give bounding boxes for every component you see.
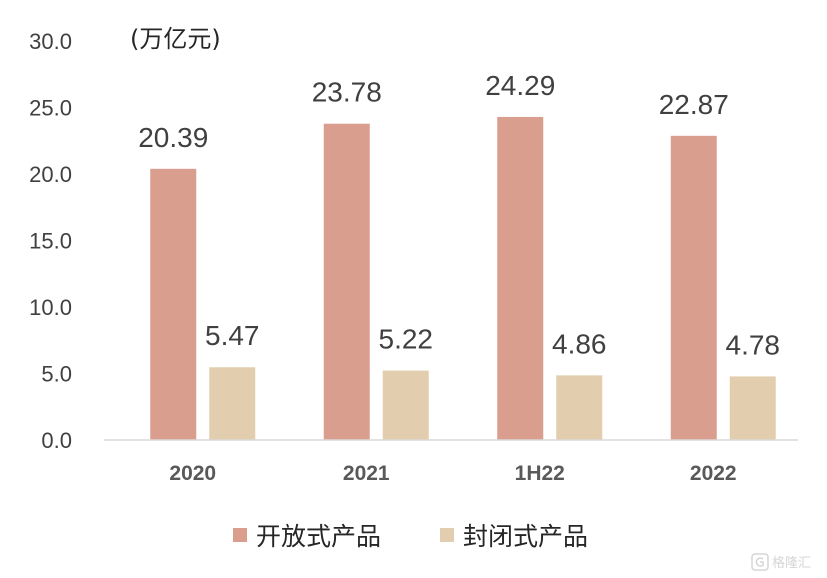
legend-swatch (440, 528, 454, 542)
legend: 开放式产品 封闭式产品 (233, 522, 588, 551)
y-tick-label: 30.0 (29, 29, 72, 54)
bar-open-2020 (150, 168, 197, 441)
y-tick-label: 0.0 (41, 428, 72, 453)
svg-text:格隆汇: 格隆汇 (772, 555, 811, 571)
y-axis-ticks: 0.0 5.0 10.0 15.0 20.0 25.0 30.0 (29, 29, 72, 453)
x-tick-label: 2022 (690, 462, 737, 485)
bar-closed-2022 (729, 376, 776, 440)
data-label: 23.78 (312, 77, 382, 108)
unit-label: (万亿元) (130, 25, 221, 53)
data-label: 22.87 (659, 89, 729, 120)
data-label: 4.78 (726, 329, 781, 360)
data-label: 5.22 (379, 324, 434, 355)
y-tick-label: 20.0 (29, 162, 72, 187)
legend-swatch (233, 528, 247, 542)
data-labels: 20.39 5.47 23.78 5.22 24.29 4.86 22.87 4.78 (138, 70, 780, 360)
y-tick-label: 5.0 (41, 362, 72, 387)
gelonghui-logo-icon: 格隆汇 (751, 553, 811, 571)
bar-open-2021 (323, 123, 370, 440)
bar-closed-2020 (209, 367, 256, 440)
bar-open-1H22 (497, 116, 544, 441)
data-label: 4.86 (552, 328, 607, 359)
legend-label: 封闭式产品 (463, 522, 588, 551)
x-tick-label: 2021 (343, 462, 390, 485)
bars (150, 116, 776, 441)
data-label: 5.47 (205, 320, 260, 351)
legend-label: 开放式产品 (256, 522, 381, 551)
y-tick-label: 25.0 (29, 96, 72, 121)
data-label: 24.29 (485, 70, 555, 101)
x-tick-label: 2020 (169, 462, 216, 485)
bar-closed-2021 (382, 370, 429, 440)
data-label: 20.39 (138, 122, 208, 153)
x-tick-label: 1H22 (515, 462, 565, 485)
y-tick-label: 15.0 (29, 229, 72, 254)
y-tick-label: 10.0 (29, 295, 72, 320)
bar-closed-1H22 (556, 375, 603, 440)
bar-open-2022 (670, 135, 717, 441)
x-axis-labels: 2020 2021 1H22 2022 (169, 462, 736, 485)
